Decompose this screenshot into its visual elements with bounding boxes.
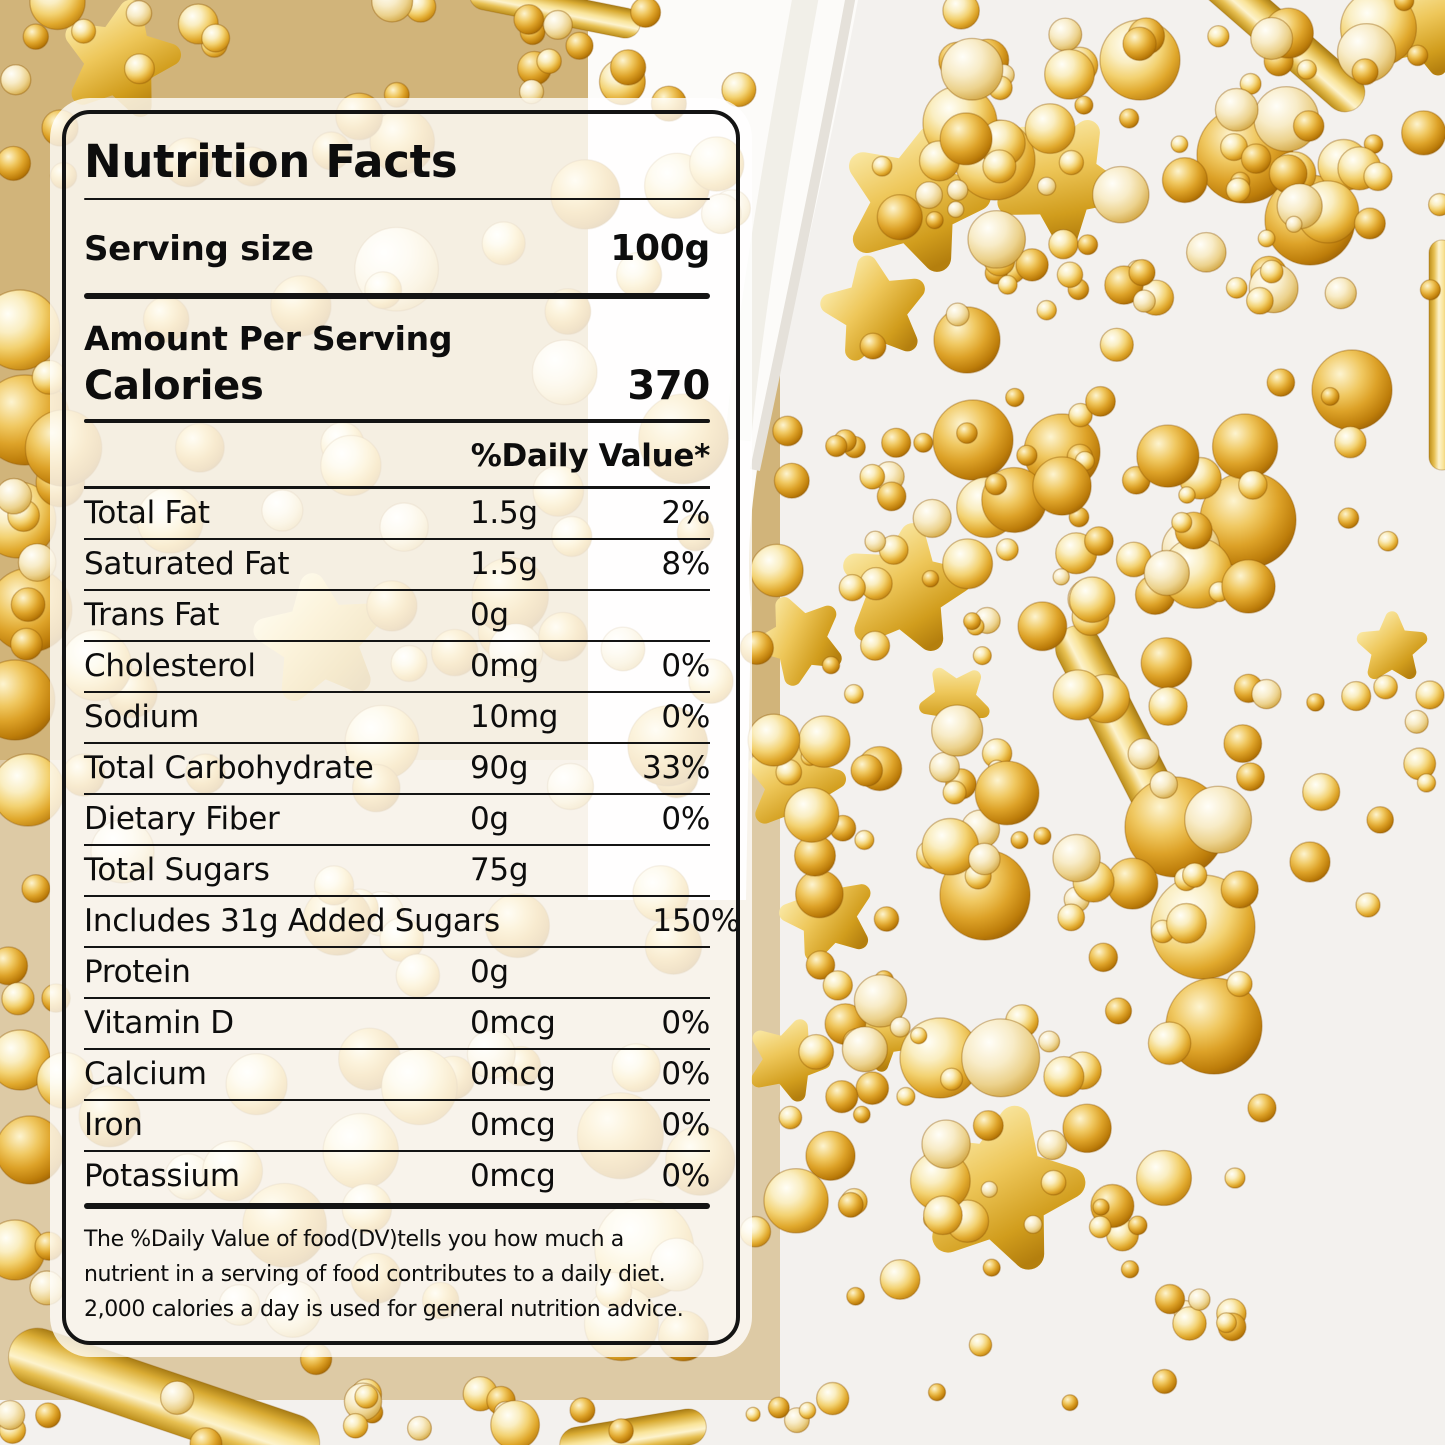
title-divider [84,197,710,200]
nutrient-name: Total Carbohydrate [84,750,374,787]
nutrient-name: Cholesterol [84,648,256,685]
thick-divider-1 [84,292,710,300]
nutrition-label: Nutrition Facts Serving size 100g Amount… [50,98,752,1357]
nutrient-amount: 0mcg [470,1158,556,1195]
nutrient-amount: 1.5g [470,495,538,532]
nutrient-row: Total Sugars 75g [84,846,710,898]
nutrition-label-border: Nutrition Facts Serving size 100g Amount… [62,110,740,1345]
nutrient-name: Dietary Fiber [84,801,280,838]
thick-divider-3 [84,1203,710,1209]
nutrient-row: Total Carbohydrate 90g 33% [84,744,710,796]
nutrient-daily-value: 0% [661,1107,710,1144]
daily-value-header: %Daily Value* [84,423,710,490]
nutrient-daily-value: 0% [661,1056,710,1093]
nutrient-daily-value: 0% [661,1158,710,1195]
nutrient-row: Dietary Fiber 0g 0% [84,795,710,847]
nutrient-daily-value: 0% [661,648,710,685]
nutrient-name: Total Fat [84,495,210,532]
nutrient-row: Saturated Fat 1.5g 8% [84,540,710,592]
nutrient-daily-value: 0% [661,801,710,838]
nutrient-name: Iron [84,1107,143,1144]
serving-size-label: Serving size [84,228,314,269]
footnote-line: nutrient in a serving of food contribute… [84,1262,666,1287]
nutrient-name: Sodium [84,699,199,736]
nutrient-daily-value: 8% [661,546,710,583]
nutrient-name: Includes 31g Added Sugars [84,903,500,940]
nutrient-rows: Total Fat 1.5g 2% Saturated Fat 1.5g 8% Trans … [84,489,736,1201]
nutrient-row: Vitamin D 0mcg 0% [84,999,710,1051]
nutrient-row: Iron 0mcg 0% [84,1101,710,1153]
daily-value-footnote: The %Daily Value of food(DV)tells you ho… [84,1209,710,1327]
nutrient-amount: 0g [470,597,509,634]
nutrient-row: Calcium 0mcg 0% [84,1050,710,1102]
amount-per-serving-label: Amount Per Serving [84,319,453,359]
nutrient-amount: 90g [470,750,529,787]
nutrient-daily-value: 0% [661,1005,710,1042]
nutrient-row: Potassium 0mcg 0% [84,1152,710,1201]
nutrient-daily-value: 150% [652,903,740,940]
nutrient-name: Calcium [84,1056,207,1093]
nutrient-row: Sodium 10mg 0% [84,693,710,745]
nutrient-amount: 0mcg [470,1107,556,1144]
nutrient-daily-value: 0% [661,699,710,736]
serving-size-value: 100g [610,227,710,269]
nutrient-name: Trans Fat [84,597,220,634]
calories-row: Calories 370 [84,363,710,419]
nutrient-amount: 0g [470,954,509,991]
nutrient-name: Protein [84,954,191,991]
nutrient-amount: 0mcg [470,1005,556,1042]
footnote-line: The %Daily Value of food(DV)tells you ho… [84,1227,624,1252]
footnote-line: 2,000 calories a day is used for general… [84,1297,684,1322]
nutrient-amount: 75g [470,852,529,889]
calories-value: 370 [627,362,710,409]
nutrient-name: Saturated Fat [84,546,290,583]
nutrient-row: Cholesterol 0mg 0% [84,642,710,694]
nutrient-row: Protein 0g [84,948,710,1000]
nutrient-name: Total Sugars [84,852,270,889]
nutrient-row: Includes 31g Added Sugars 150% [84,897,736,949]
nutrient-name: Potassium [84,1158,240,1195]
nutrient-amount: 0mg [470,648,539,685]
label-title: Nutrition Facts [84,135,458,188]
serving-size-row: Serving size 100g [84,200,710,293]
nutrient-amount: 1.5g [470,546,538,583]
nutrient-row: Total Fat 1.5g 2% [84,489,710,541]
nutrient-amount: 0g [470,801,509,838]
nutrient-amount: 10mg [470,699,559,736]
nutrient-amount: 0mcg [470,1056,556,1093]
nutrient-daily-value: 33% [641,750,710,787]
nutrient-daily-value: 2% [661,495,710,532]
nutrient-row: Trans Fat 0g [84,591,710,643]
thick-divider-2 [84,418,710,424]
calories-label: Calories [84,362,264,409]
nutrient-name: Vitamin D [84,1005,234,1042]
